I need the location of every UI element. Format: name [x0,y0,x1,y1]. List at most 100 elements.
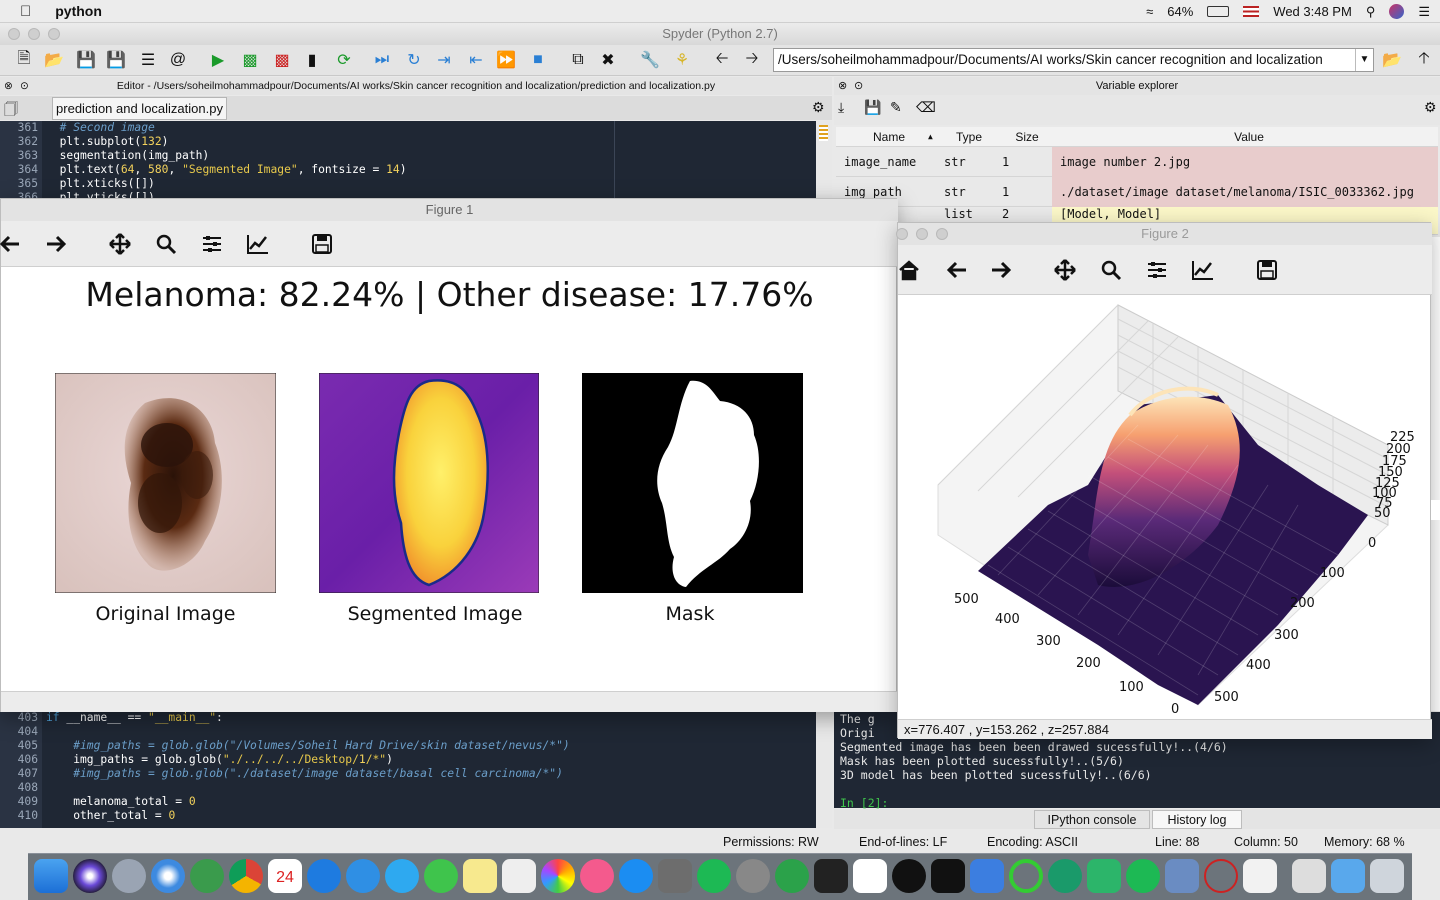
configure-subplots-icon[interactable] [197,229,227,259]
step-into-icon[interactable]: ⇥ [437,52,451,69]
code-line[interactable]: if __name__ == "__main__": [46,711,223,724]
stop-debug-icon[interactable]: ■ [533,51,543,68]
document-icon[interactable] [1243,859,1277,893]
calendar-icon[interactable]: 24 [268,859,302,893]
code-line[interactable]: #img_paths = glob.glob("./dataset/image … [46,767,563,780]
chevron-down-icon[interactable]: ▼ [1355,49,1373,71]
run-cell-icon[interactable]: ▩ [242,52,258,69]
zoom-icon[interactable] [1096,255,1126,285]
terminal-icon[interactable] [931,859,965,893]
apple-icon[interactable]:  [20,3,31,20]
gear-icon[interactable]: ⚙ [812,99,825,115]
activity-monitor-icon[interactable] [814,859,848,893]
save-figure-icon[interactable] [1252,255,1282,285]
step-icon[interactable]: ↻ [407,52,421,69]
code-line[interactable]: segmentation(img_path) [46,149,210,162]
code-text[interactable]: if __name__ == "__main__": #img_paths = … [46,711,570,823]
new-file-icon[interactable]: 🗎 [17,49,31,67]
code-text[interactable]: # Second image plt.subplot(132) segmenta… [46,121,407,199]
browse-folder-icon[interactable]: 📂 [1382,52,1402,69]
continue-icon[interactable]: ⏩ [496,52,516,69]
app-name[interactable]: python [44,3,102,19]
code-line[interactable]: plt.yticks([]) [46,191,155,199]
xcode-icon[interactable] [970,859,1004,893]
undock-pane-icon[interactable]: ⊙ [20,80,29,92]
gear-icon[interactable]: ⚙ [1424,99,1437,115]
close-window-button[interactable] [8,28,20,40]
tab-ipython-console[interactable]: IPython console [1034,810,1150,829]
testflight-icon[interactable] [307,859,341,893]
browse-tabs-icon[interactable]: 🗍 [4,101,18,117]
code-line[interactable] [46,781,570,795]
green-diamond-icon[interactable] [1087,859,1121,893]
surface-3d-plot[interactable]: 225 200 175 150 125 100 75 50 500 400 30… [898,295,1432,719]
col-type[interactable]: Type [955,130,982,144]
code-line[interactable]: plt.text(64, 580, "Segmented Image", fon… [46,163,407,176]
code-line[interactable]: plt.subplot(132) [46,135,169,148]
maximize-pane-icon[interactable]: ⧉ [572,51,584,68]
pdf-icon[interactable] [1292,859,1326,893]
minimize-window-button[interactable] [28,28,40,40]
web-icon[interactable] [1204,859,1238,893]
back-arrow-icon[interactable]: 🡠 [715,49,729,67]
table-row[interactable]: image_name str 1 image number 2.jpg [836,147,1438,177]
battery-percent[interactable]: 64% [1167,4,1194,19]
pan-icon[interactable] [1050,255,1080,285]
siri-icon[interactable] [1389,4,1405,19]
green-app-icon[interactable] [697,859,731,893]
tab-history-log[interactable]: History log [1152,810,1242,829]
forward-arrow-icon[interactable]: 🡢 [745,49,759,67]
zoom-icon[interactable] [151,229,181,259]
wifi-icon[interactable]: ≈ [1146,4,1154,19]
run-cell-advance-icon[interactable]: ▩ [274,52,290,69]
col-name[interactable]: Name [872,130,905,144]
run-selection-icon[interactable]: ▮ [307,52,317,69]
preferences-wrench-icon[interactable]: 🔧 [640,52,660,69]
back-arrow-icon[interactable] [942,255,972,285]
messages-icon[interactable] [385,859,419,893]
atom-icon[interactable] [1048,859,1082,893]
close-pane-icon[interactable]: ⊗ [838,80,848,92]
home-icon[interactable] [894,255,924,285]
spotlight-icon[interactable]: ⚲ [1365,3,1376,19]
rerun-icon[interactable]: ⟳ [337,52,351,69]
code-line[interactable] [46,725,570,739]
debug-icon[interactable]: ⏭ [374,51,390,68]
eraser-icon[interactable]: ⌫ [916,99,936,115]
code-line[interactable]: img_paths = glob.glob("./../../../Deskto… [46,753,393,766]
edit-axes-icon[interactable] [243,229,273,259]
clock[interactable]: Wed 3:48 PM [1273,4,1352,19]
preview-icon[interactable] [502,859,536,893]
edit-axes-icon[interactable] [1188,255,1218,285]
outline-icon[interactable]: ☰ [140,52,156,69]
app-globe-icon[interactable] [190,859,224,893]
run-icon[interactable]: ▶ [211,52,225,69]
minimize-window-button[interactable] [916,228,928,240]
music-icon[interactable] [580,859,614,893]
close-pane-icon[interactable]: ⊗ [4,80,13,92]
flag-icon[interactable] [1243,6,1260,17]
zoom-window-button[interactable] [48,28,60,40]
fullscreen-icon[interactable]: ✖ [601,52,615,69]
undock-pane-icon[interactable]: ⊙ [854,80,864,92]
at-icon[interactable]: @ [169,51,187,68]
code-line[interactable]: other_total = 0 [46,809,176,822]
maps-icon[interactable] [346,859,380,893]
save-as-icon[interactable]: ✎ [890,99,902,115]
code-line[interactable]: #img_paths = glob.glob("/Volumes/Soheil … [46,739,570,752]
status-ring-icon[interactable] [1009,859,1043,893]
notification-center-icon[interactable]: ☰ [1418,3,1430,19]
photos-icon[interactable] [541,859,575,893]
utility-icon[interactable] [658,859,692,893]
close-window-button[interactable] [896,228,908,240]
tab-prediction-file[interactable]: prediction and localization.py [52,97,227,120]
screenshot-icon[interactable] [1165,859,1199,893]
save-data-icon[interactable]: 💾 [864,99,882,115]
notes-icon[interactable] [463,859,497,893]
code-line[interactable]: plt.xticks([]) [46,177,155,190]
zoom-window-button[interactable] [936,228,948,240]
spotify-icon[interactable] [1126,859,1160,893]
working-directory-input[interactable]: /Users/soheilmohammadpour/Documents/AI w… [773,48,1374,72]
code-line[interactable]: melanoma_total = 0 [46,795,196,808]
folder-icon[interactable] [1331,859,1365,893]
